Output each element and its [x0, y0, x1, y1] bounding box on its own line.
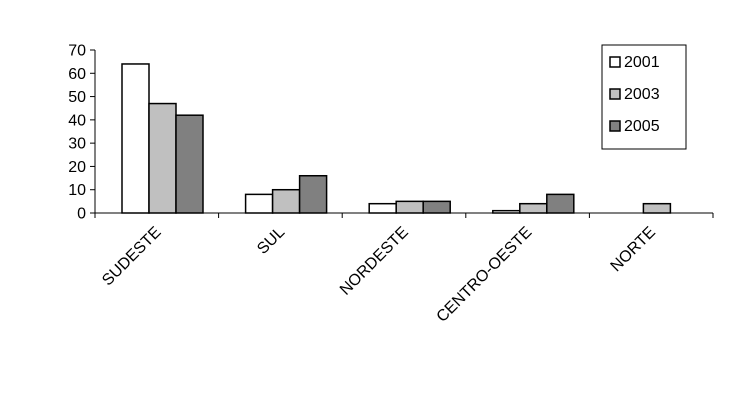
category-label: NORTE: [608, 224, 659, 275]
bar-sul-2005: [298, 174, 328, 214]
y-tick-label: 50: [68, 89, 86, 106]
y-axis-ticks: 0 10 20 30 40 50 60 70: [68, 43, 95, 223]
category-label: SUL: [254, 224, 288, 258]
bar-sul-2001: [244, 193, 274, 214]
legend: 2001 2003 2005: [601, 44, 687, 150]
legend-swatch: [609, 88, 621, 100]
legend-swatch: [609, 56, 621, 68]
legend-label: 2001: [624, 54, 660, 71]
legend-swatch: [609, 120, 621, 132]
bar-nordeste-2001: [368, 202, 397, 214]
bar-sudeste-2003: [148, 102, 177, 214]
bar-centro-oeste-2003: [519, 202, 548, 214]
y-tick-label: 30: [68, 136, 86, 153]
x-axis-ticks: [94, 213, 714, 218]
bar-sudeste-2001: [121, 63, 150, 214]
bar-centro-oeste-2005: [546, 193, 575, 214]
legend-label: 2005: [624, 118, 660, 135]
category-label: CENTRO-OESTE: [434, 224, 536, 326]
y-tick-label: 0: [77, 206, 86, 223]
y-tick-label: 40: [68, 112, 86, 129]
legend-label: 2003: [624, 86, 660, 103]
y-tick-label: 70: [68, 43, 86, 60]
category-labels: SUDESTE SUL NORDESTE CENTRO-OESTE NORTE: [99, 224, 659, 326]
bars: [121, 63, 672, 214]
category-label: SUDESTE: [99, 224, 164, 289]
bar-nordeste-2003: [395, 200, 424, 214]
category-label: NORDESTE: [337, 224, 412, 299]
y-tick-label: 20: [68, 159, 86, 176]
bar-sul-2003: [271, 188, 301, 214]
bar-nordeste-2005: [422, 200, 451, 214]
bar-norte-2003: [642, 202, 672, 214]
bar-sudeste-2005: [175, 114, 204, 214]
y-tick-label: 10: [68, 182, 86, 199]
y-tick-label: 60: [68, 66, 86, 83]
